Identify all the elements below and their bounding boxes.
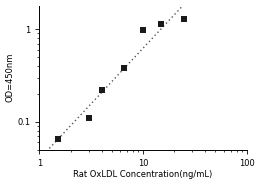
X-axis label: Rat OxLDL Concentration(ng/mL): Rat OxLDL Concentration(ng/mL)	[73, 170, 213, 179]
Point	[56, 138, 60, 141]
Point	[87, 116, 91, 119]
Point	[182, 17, 186, 20]
Point	[141, 29, 145, 32]
Point	[100, 89, 104, 92]
Y-axis label: OD=450nm: OD=450nm	[5, 53, 15, 102]
Point	[122, 67, 126, 70]
Point	[159, 22, 163, 25]
